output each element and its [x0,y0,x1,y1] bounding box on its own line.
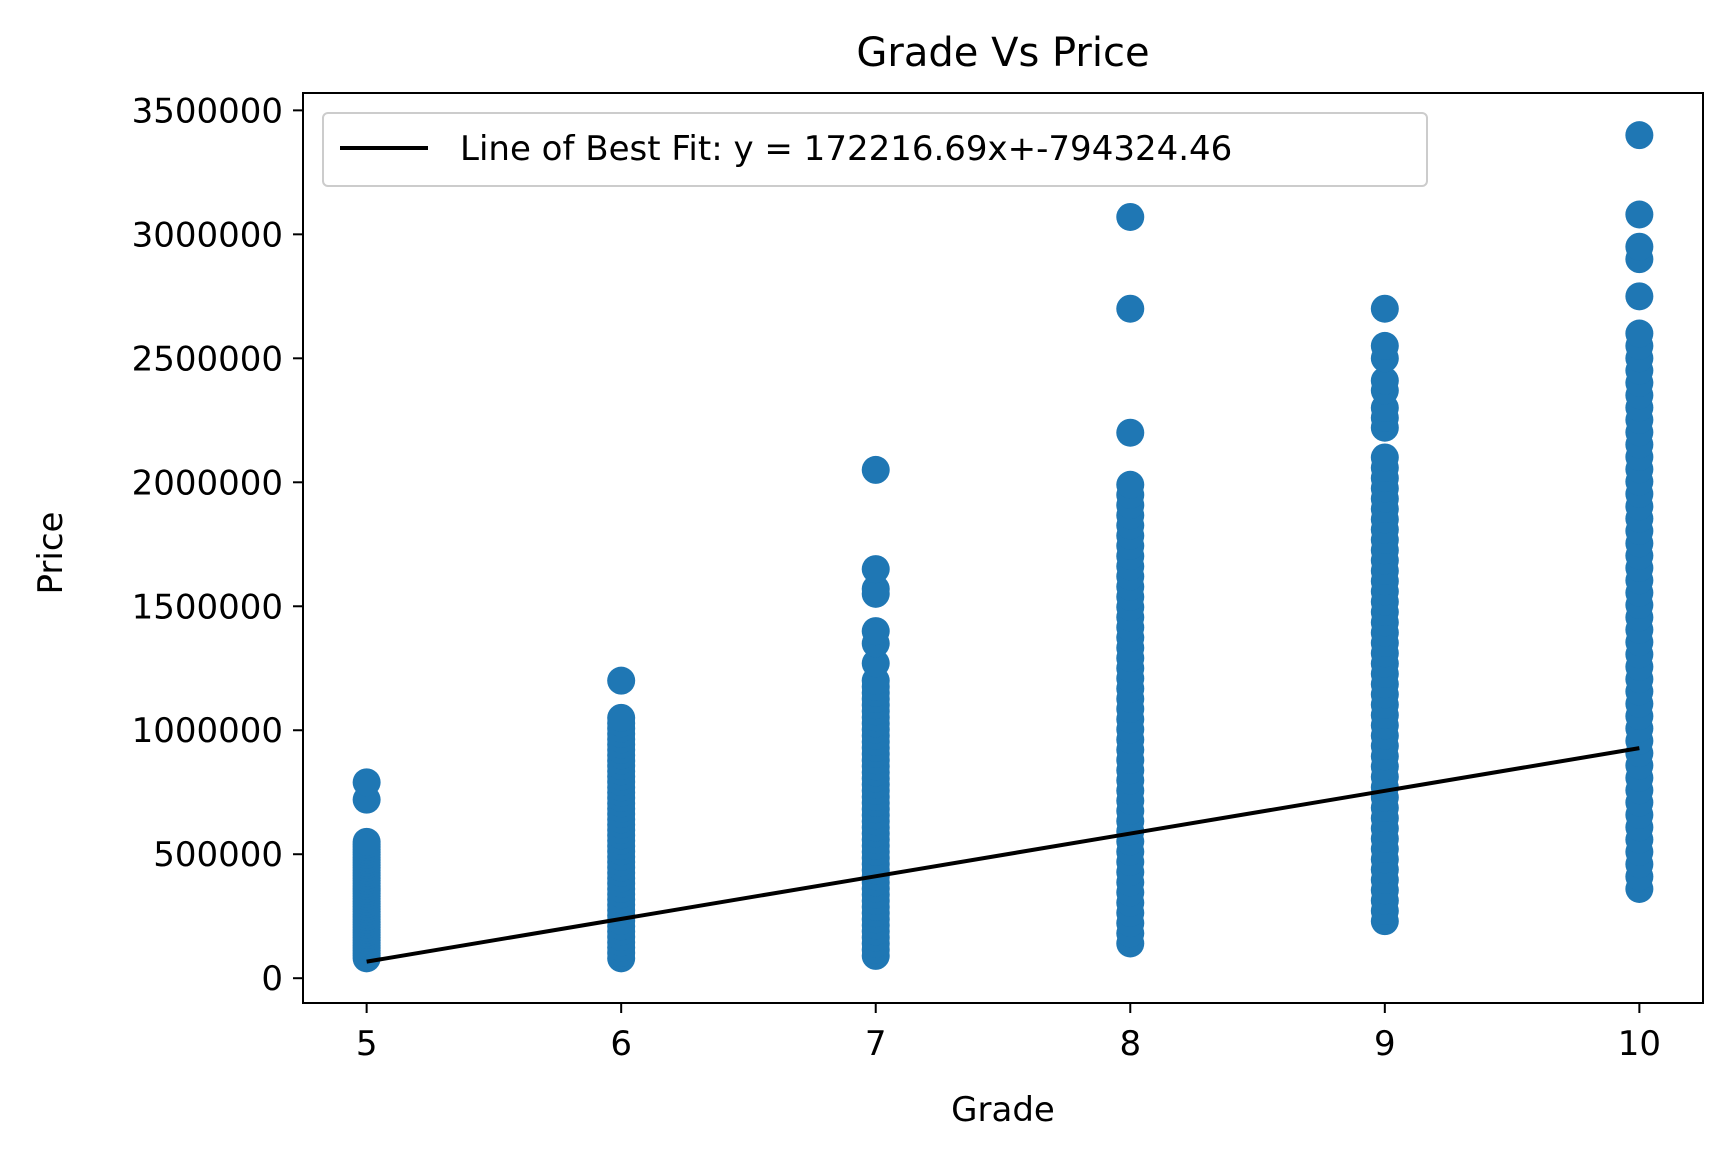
legend-box [322,112,1428,187]
x-tick-label: 6 [610,1024,632,1064]
y-tick-label: 3500000 [132,91,283,131]
scatter-point [861,649,890,678]
y-tick-label: 3000000 [132,215,283,255]
legend-label: Line of Best Fit: y = 172216.69x+-794324… [460,129,1232,169]
scatter-point [1370,294,1399,323]
y-tick-label: 2500000 [132,339,283,379]
scatter-point [861,617,890,646]
scatter-point [1370,366,1399,395]
scatter-point [1370,443,1399,472]
best-fit-line [366,746,1640,964]
chart-title: Grade Vs Price [856,30,1149,76]
y-axis: 0 500000 1000000 1500000 2000000 2500000 30000… [132,91,303,999]
scatter-point [352,827,381,856]
scatter-point [1625,319,1654,348]
x-tick-label: 8 [1119,1024,1141,1064]
y-tick-label: 500000 [153,835,283,875]
x-axis: 5 6 7 8 9 10 [356,1003,1661,1064]
scatter-point [861,555,890,584]
y-axis-label: Price [31,512,71,595]
scatter-point [607,703,636,732]
scatter-point [1625,121,1654,150]
y-tick-label: 0 [261,959,283,999]
scatter-point [1625,232,1654,261]
scatter-point [1625,282,1654,311]
x-axis-label: Grade [951,1090,1055,1130]
scatter-point [861,455,890,484]
scatter-point [1370,331,1399,360]
scatter-point [1116,418,1145,447]
x-tick-label: 10 [1618,1024,1661,1064]
scatter-point [1116,294,1145,323]
scatter-point [1116,470,1145,499]
scatter-point [1625,200,1654,229]
scatter-point [861,574,890,603]
y-tick-label: 2000000 [132,463,283,503]
y-tick-label: 1500000 [132,587,283,627]
scatter-point [352,768,381,797]
x-tick-label: 7 [865,1024,887,1064]
scatter-point [607,666,636,695]
x-tick-label: 5 [356,1024,378,1064]
y-tick-label: 1000000 [132,711,283,751]
x-tick-label: 9 [1374,1024,1396,1064]
scatter-point [1116,202,1145,231]
plot-frame [302,92,1704,1004]
legend: Line of Best Fit: y = 172216.69x+-794324… [322,112,1428,187]
scatter-points [352,121,1654,973]
best-fit-line-layer [366,746,1640,964]
